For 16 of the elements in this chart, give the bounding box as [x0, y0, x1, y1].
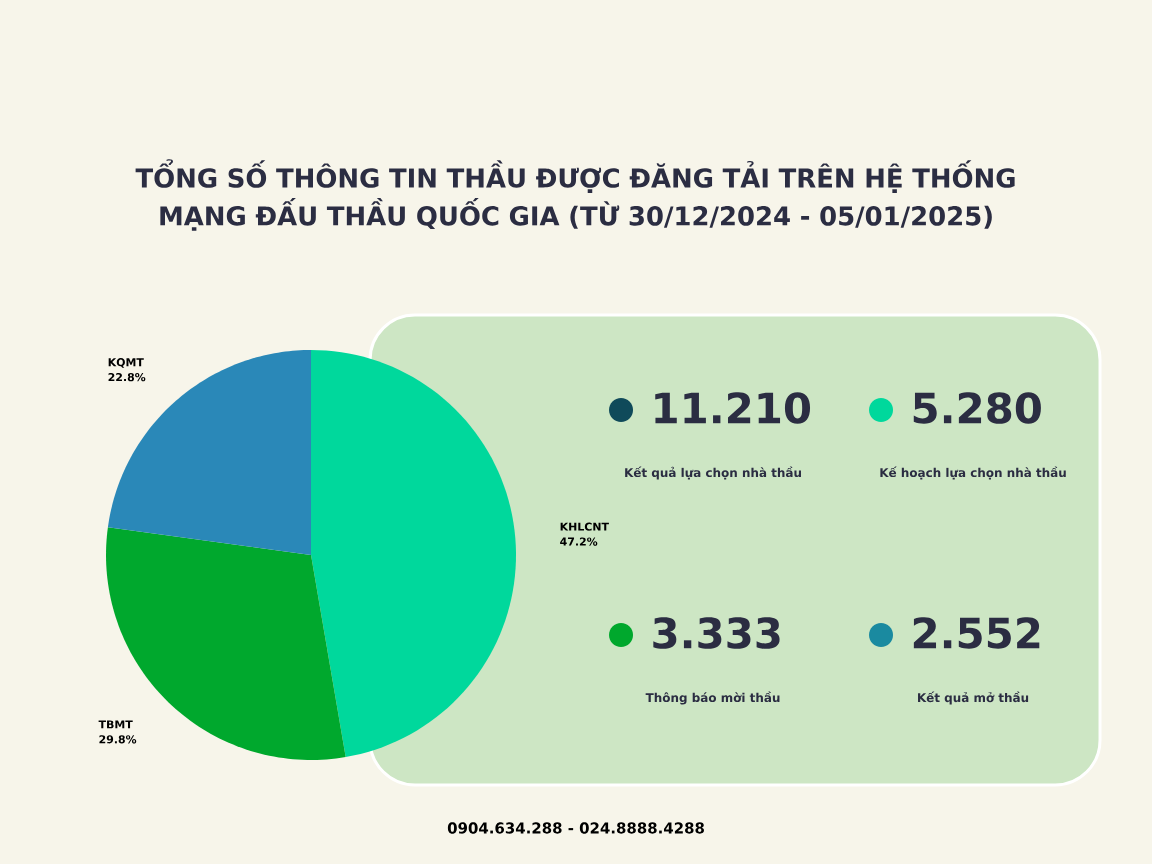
slice-label: KQMT	[108, 358, 144, 368]
slice-label: TBMT	[98, 720, 133, 729]
text: 3.333	[653, 617, 780, 649]
category-label: Thông báo mời thầu	[645, 691, 780, 705]
data-label: 29.8%	[99, 735, 137, 744]
text: 2.552	[913, 617, 1040, 649]
chart-title: TỔNG SỐ THÔNG TIN THẦU ĐƯỢC ĐĂNG TẢI TRÊN HỆ THỐNG MẠNG ĐẤU THẦU QUỐC GIA (TỪ 30/12/2024 - 05/01/2025)	[135, 159, 1015, 231]
category-label: Kết quả mở thầu	[918, 691, 1029, 705]
data-label: 22.8%	[108, 373, 146, 382]
category-label: Kết quả lựa chọn nhà thầu	[625, 466, 801, 480]
slice-label: KHLCNT	[560, 522, 609, 531]
category-label: Kế hoạch lựa chọn nhà thầu	[880, 466, 1066, 480]
text: 11.210	[655, 392, 811, 424]
text: 0904.634.288 - 024.8888.4288	[447, 822, 704, 834]
text: 5.280	[913, 392, 1041, 424]
data-label: 47.2%	[560, 537, 598, 546]
